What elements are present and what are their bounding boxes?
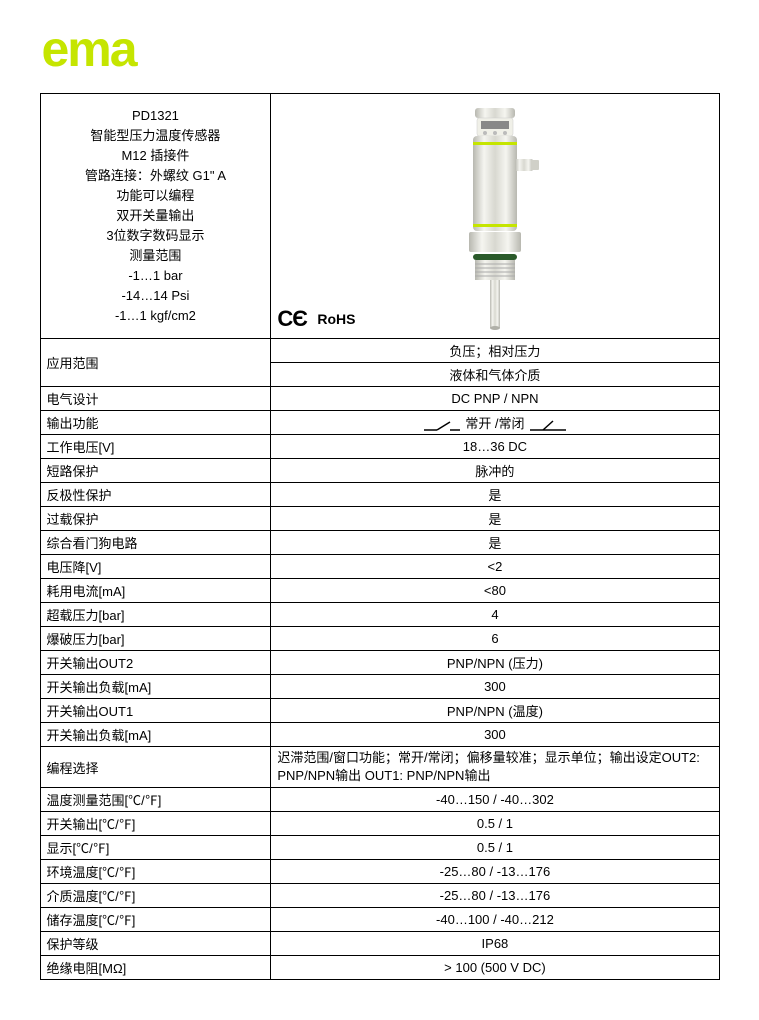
- spec-label: 过载保护: [40, 507, 271, 531]
- thread-type: 管路连接：外螺纹 G1" A: [47, 166, 265, 186]
- spec-label: 开关输出[℃/℉]: [40, 812, 271, 836]
- brand-logo: ema: [42, 20, 720, 78]
- spec-label: 电压降[V]: [40, 555, 271, 579]
- spec-label: 超载压力[bar]: [40, 603, 271, 627]
- product-header-text: PD1321 智能型压力温度传感器 M12 插接件 管路连接：外螺纹 G1" A…: [40, 94, 271, 339]
- spec-label: 保护等级: [40, 932, 271, 956]
- spec-label: 温度测量范围[℃/℉]: [40, 788, 271, 812]
- spec-label: 短路保护: [40, 459, 271, 483]
- spec-value: PNP/NPN (温度): [271, 699, 719, 723]
- spec-label: 工作电压[V]: [40, 435, 271, 459]
- spec-label: 编程选择: [40, 747, 271, 788]
- spec-value: 300: [271, 723, 719, 747]
- spec-label: 开关输出负载[mA]: [40, 723, 271, 747]
- spec-label: 环境温度[℃/℉]: [40, 860, 271, 884]
- spec-value: DC PNP / NPN: [271, 387, 719, 411]
- spec-label: 绝缘电阻[MΩ]: [40, 956, 271, 980]
- spec-value: > 100 (500 V DC): [271, 956, 719, 980]
- range-label: 测量范围: [47, 246, 265, 266]
- spec-value: -40…150 / -40…302: [271, 788, 719, 812]
- spec-value: -40…100 / -40…212: [271, 908, 719, 932]
- spec-label: 介质温度[℃/℉]: [40, 884, 271, 908]
- switch-no-icon: [422, 418, 462, 432]
- certification-marks: CЄ RoHS: [277, 306, 355, 332]
- spec-value: IP68: [271, 932, 719, 956]
- spec-value: 0.5 / 1: [271, 812, 719, 836]
- spec-value: 0.5 / 1: [271, 836, 719, 860]
- spec-value: 4: [271, 603, 719, 627]
- spec-value: 18…36 DC: [271, 435, 719, 459]
- spec-label: 开关输出负载[mA]: [40, 675, 271, 699]
- range-kgf: -1…1 kgf/cm2: [47, 306, 265, 326]
- spec-label: 应用范围: [40, 339, 271, 387]
- spec-label: 输出功能: [40, 411, 271, 435]
- spec-label: 耗用电流[mA]: [40, 579, 271, 603]
- product-illustration: [435, 104, 555, 334]
- spec-label: 反极性保护: [40, 483, 271, 507]
- ce-mark: CЄ: [277, 306, 307, 332]
- spec-value: -25…80 / -13…176: [271, 884, 719, 908]
- spec-value: 脉冲的: [271, 459, 719, 483]
- spec-label: 综合看门狗电路: [40, 531, 271, 555]
- product-type: 智能型压力温度传感器: [47, 126, 265, 146]
- spec-table: PD1321 智能型压力温度传感器 M12 插接件 管路连接：外螺纹 G1" A…: [40, 93, 720, 980]
- spec-value: 液体和气体介质: [271, 363, 719, 387]
- spec-value: PNP/NPN (压力): [271, 651, 719, 675]
- programmable: 功能可以编程: [47, 186, 265, 206]
- spec-label: 开关输出OUT1: [40, 699, 271, 723]
- range-bar: -1…1 bar: [47, 266, 265, 286]
- spec-value: 300: [271, 675, 719, 699]
- spec-label: 电气设计: [40, 387, 271, 411]
- spec-value: 6: [271, 627, 719, 651]
- spec-label: 爆破压力[bar]: [40, 627, 271, 651]
- output-type: 双开关量输出: [47, 206, 265, 226]
- spec-value-switch: 常开 /常闭: [271, 411, 719, 435]
- spec-value: 是: [271, 531, 719, 555]
- spec-label: 显示[℃/℉]: [40, 836, 271, 860]
- spec-value: 是: [271, 507, 719, 531]
- rohs-mark: RoHS: [317, 311, 355, 327]
- spec-value: <2: [271, 555, 719, 579]
- range-psi: -14…14 Psi: [47, 286, 265, 306]
- spec-value: -25…80 / -13…176: [271, 860, 719, 884]
- spec-label: 储存温度[℃/℉]: [40, 908, 271, 932]
- spec-value: <80: [271, 579, 719, 603]
- spec-value: 负压；相对压力: [271, 339, 719, 363]
- switch-label: 常开 /常闭: [465, 416, 524, 431]
- spec-label: 开关输出OUT2: [40, 651, 271, 675]
- product-image-cell: CЄ RoHS: [271, 94, 719, 339]
- spec-value: 是: [271, 483, 719, 507]
- spec-value: 迟滞范围/窗口功能；常开/常闭；偏移量较准；显示单位；输出设定OUT2: PNP…: [271, 747, 719, 788]
- model-number: PD1321: [47, 106, 265, 126]
- switch-nc-icon: [528, 418, 568, 432]
- connector-type: M12 插接件: [47, 146, 265, 166]
- display-digits: 3位数字数码显示: [47, 226, 265, 246]
